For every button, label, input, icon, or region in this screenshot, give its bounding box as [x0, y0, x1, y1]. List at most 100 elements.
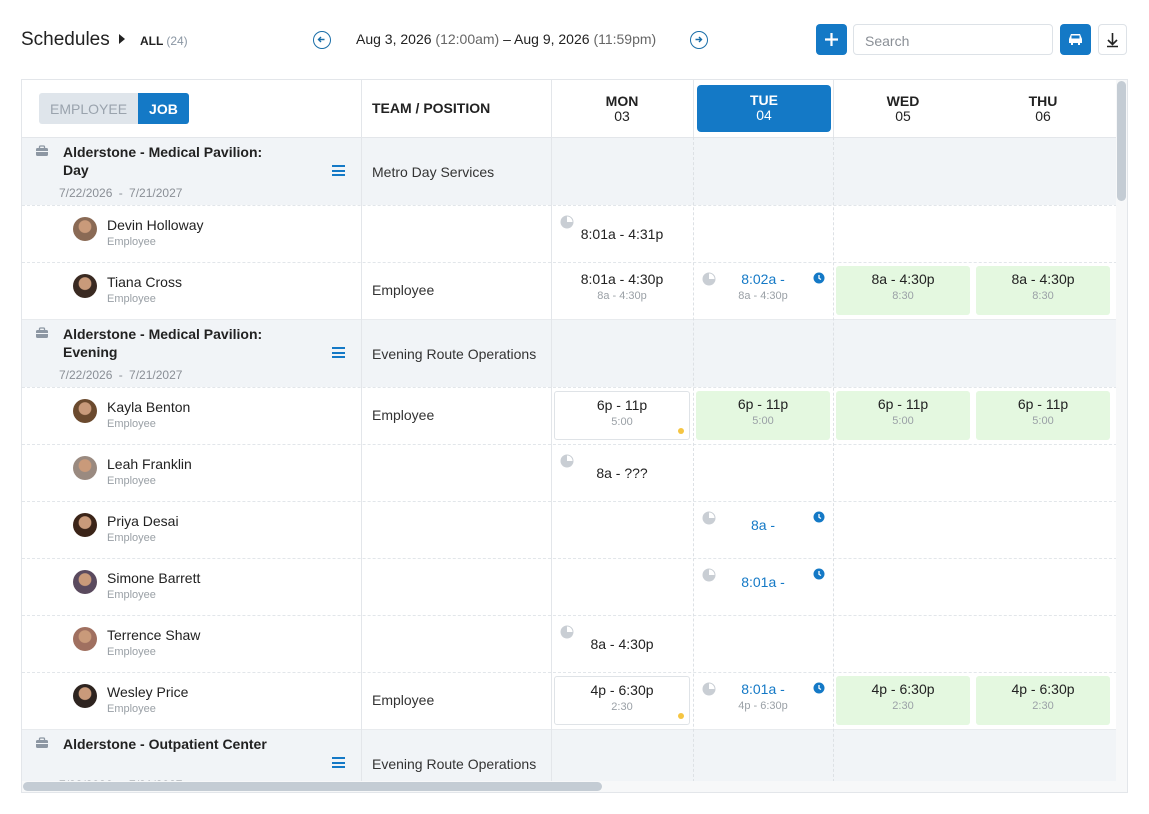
- group-team: Metro Day Services: [372, 164, 495, 180]
- shift[interactable]: 6p - 11p 5:00: [836, 391, 970, 440]
- menu-bar: [332, 761, 345, 764]
- row-border: [22, 387, 1127, 388]
- group-menu[interactable]: [332, 347, 345, 358]
- group-dates: 7/22/2026 - 7/21/2027: [59, 186, 183, 200]
- shift[interactable]: 8a - 4:30p 8:30: [836, 266, 970, 315]
- filter-count: (24): [166, 34, 188, 48]
- day-header[interactable]: TUE 04: [697, 85, 831, 132]
- add-button[interactable]: [816, 24, 847, 55]
- shift-time: 6p - 11p: [1017, 396, 1069, 412]
- vertical-scroll-thumb[interactable]: [1117, 81, 1126, 201]
- download-icon: [1107, 33, 1118, 48]
- shift[interactable]: 4p - 6:30p 2:30: [554, 676, 690, 725]
- shift-time: 8:02a -: [741, 271, 785, 287]
- shift[interactable]: 8:01a -: [696, 562, 830, 611]
- group-menu[interactable]: [332, 165, 345, 176]
- day-date: 03: [614, 108, 630, 124]
- range-end: Aug 9, 2026: [514, 31, 590, 47]
- employee-role: Employee: [107, 475, 156, 487]
- day-name: THU: [1028, 93, 1058, 109]
- group-row: [22, 320, 1127, 387]
- employee-name[interactable]: Terrence Shaw: [107, 627, 201, 643]
- avatar: [73, 570, 97, 594]
- clock-icon: [813, 511, 825, 523]
- shift[interactable]: 8:01a - 4:31p: [554, 209, 690, 258]
- day-header[interactable]: WED 05: [833, 92, 973, 132]
- employee-name[interactable]: Tiana Cross: [107, 274, 182, 290]
- group-border: [22, 319, 1127, 320]
- group-menu[interactable]: [332, 757, 345, 768]
- date-range: Aug 3, 2026 (12:00am) – Aug 9, 2026 (11:…: [356, 31, 656, 47]
- day-header[interactable]: MON 03: [551, 92, 693, 132]
- day-date: 04: [756, 107, 772, 123]
- shift-time: 4p - 6:30p: [1011, 681, 1075, 697]
- shift[interactable]: 8a -: [696, 505, 830, 554]
- shift[interactable]: 4p - 6:30p 2:30: [836, 676, 970, 725]
- shift-time: 8:01a - 4:31p: [580, 226, 664, 242]
- shift[interactable]: 8a - ???: [554, 448, 690, 497]
- row-border: [22, 615, 1127, 616]
- job-icon: [36, 737, 48, 748]
- shift[interactable]: 8:01a - 4:30p 8a - 4:30p: [554, 266, 690, 315]
- group-name[interactable]: Alderstone - Medical Pavilion: Day: [63, 144, 263, 178]
- header-border: [22, 137, 1127, 138]
- employee-name[interactable]: Priya Desai: [107, 513, 179, 529]
- employee-name[interactable]: Leah Franklin: [107, 456, 192, 472]
- shift-hours: 5:00: [611, 416, 633, 428]
- menu-bar: [332, 351, 345, 354]
- group-team: Evening Route Operations: [372, 346, 537, 362]
- shift-time: 4p - 6:30p: [590, 682, 654, 698]
- shift[interactable]: 8:02a - 8a - 4:30p: [696, 266, 830, 315]
- shift[interactable]: 6p - 11p 5:00: [976, 391, 1110, 440]
- download-button[interactable]: [1098, 24, 1127, 55]
- expand-arrow[interactable]: [119, 34, 125, 44]
- avatar: [73, 513, 97, 537]
- toggle-option[interactable]: JOB: [138, 93, 189, 124]
- day-date: 05: [895, 108, 911, 124]
- avatar: [73, 456, 97, 480]
- status-icon: [702, 511, 716, 525]
- shift[interactable]: 6p - 11p 5:00: [696, 391, 830, 440]
- shift[interactable]: 4p - 6:30p 2:30: [976, 676, 1110, 725]
- row-border: [22, 558, 1127, 559]
- job-icon: [36, 327, 48, 338]
- column-border: [693, 137, 694, 792]
- employee-name[interactable]: Kayla Benton: [107, 399, 191, 415]
- shift[interactable]: 6p - 11p 5:00: [554, 391, 690, 440]
- employee-role: Employee: [107, 236, 156, 248]
- arrow-icon: [695, 36, 703, 43]
- group-name[interactable]: Alderstone - Medical Pavilion: Evening: [63, 326, 263, 360]
- horizontal-scroll-thumb[interactable]: [23, 782, 602, 791]
- shift-hours: 5:00: [892, 415, 914, 427]
- group-name[interactable]: Alderstone - Outpatient Center: [63, 736, 267, 752]
- shift-hours: 8a - 4:30p: [597, 290, 647, 302]
- vehicle-button[interactable]: [1060, 24, 1091, 55]
- employee-name[interactable]: Wesley Price: [107, 684, 189, 700]
- range-start-time: (12:00am): [435, 31, 500, 47]
- shift-time: 8:01a -: [741, 681, 785, 697]
- view-toggle: EMPLOYEE JOB: [39, 93, 189, 124]
- search-input[interactable]: Search: [853, 24, 1053, 55]
- shift-time: 8a - 4:30p: [590, 636, 654, 652]
- status-icon: [702, 272, 716, 286]
- shift-hours: 8:30: [1032, 290, 1054, 302]
- next-week[interactable]: [690, 31, 708, 49]
- toggle-option[interactable]: EMPLOYEE: [39, 93, 139, 124]
- row-team: Employee: [372, 692, 435, 708]
- shift-hours: 2:30: [892, 700, 914, 712]
- shift[interactable]: 8:01a - 4p - 6:30p: [696, 676, 830, 725]
- filter[interactable]: ALL (24): [140, 34, 188, 48]
- employee-name[interactable]: Devin Holloway: [107, 217, 204, 233]
- shift[interactable]: 8a - 4:30p: [554, 619, 690, 668]
- group-team: Evening Route Operations: [372, 756, 537, 772]
- vertical-scrollbar: [1116, 80, 1127, 792]
- shift-time: 4p - 6:30p: [871, 681, 935, 697]
- prev-week[interactable]: [313, 31, 331, 49]
- shift[interactable]: 8a - 4:30p 8:30: [976, 266, 1110, 315]
- shift-hours: 5:00: [752, 415, 774, 427]
- status-icon: [560, 215, 574, 229]
- status-icon: [702, 568, 716, 582]
- day-header[interactable]: THU 06: [973, 92, 1113, 132]
- employee-name[interactable]: Simone Barrett: [107, 570, 201, 586]
- shift-hours: 2:30: [1032, 700, 1054, 712]
